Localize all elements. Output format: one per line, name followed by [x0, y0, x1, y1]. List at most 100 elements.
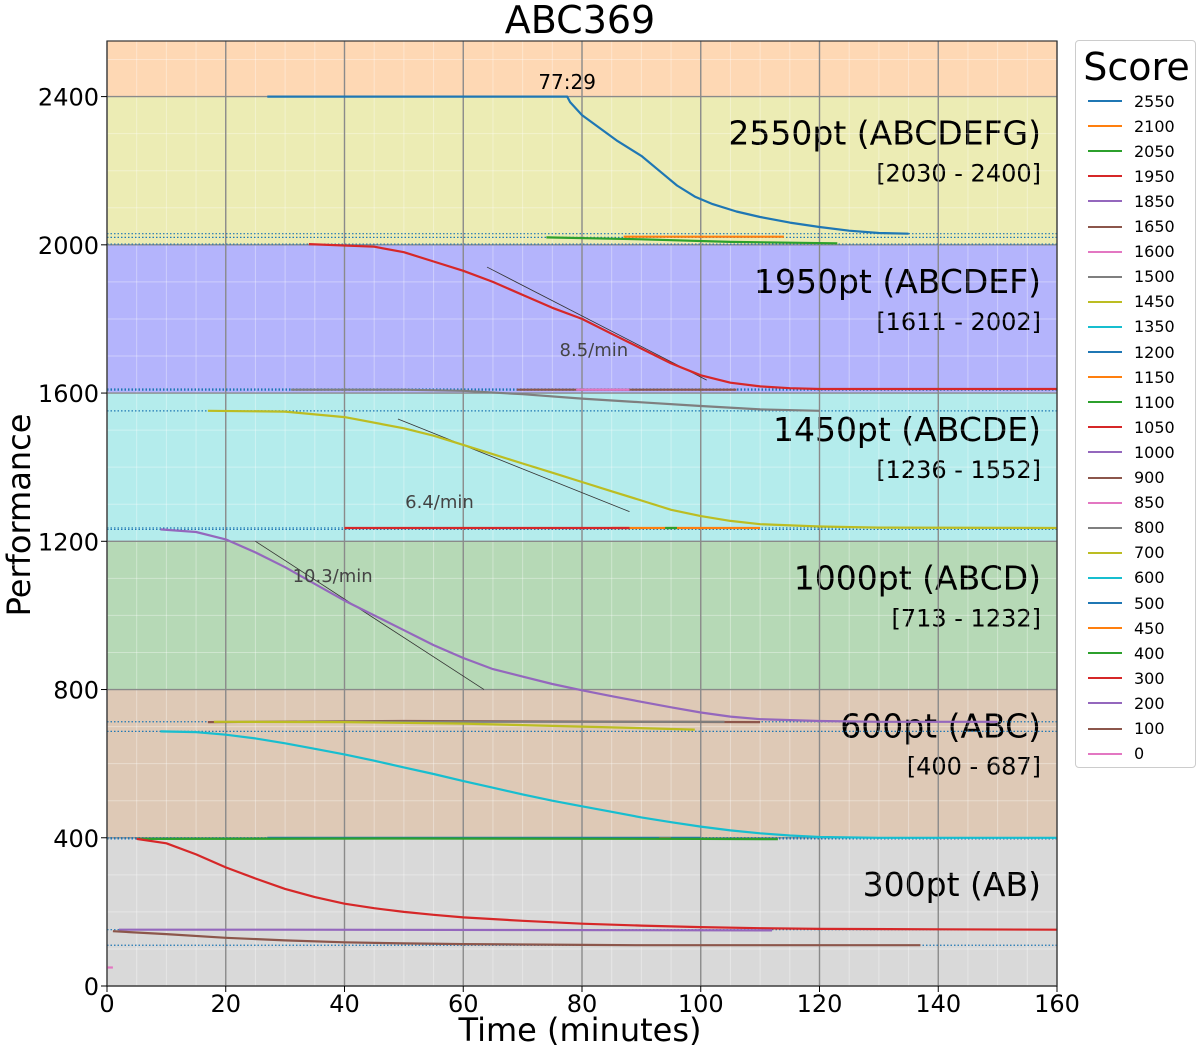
legend-swatch — [1088, 576, 1122, 579]
legend-title: Score — [1083, 45, 1190, 89]
legend-swatch — [1088, 225, 1122, 228]
legend-label: 800 — [1134, 518, 1165, 538]
x-tick-label: 0 — [99, 990, 114, 1018]
x-axis-label: Time (minutes) — [458, 1011, 702, 1049]
legend-entry-1100: 1100 — [1088, 391, 1175, 413]
legend-swatch — [1088, 451, 1122, 454]
series-line-2050 — [546, 236, 838, 245]
legend-label: 2550 — [1134, 91, 1175, 111]
legend-entry-850: 850 — [1088, 492, 1165, 514]
legend-entry-1850: 1850 — [1088, 190, 1175, 212]
legend-label: 700 — [1134, 543, 1165, 563]
legend-swatch — [1088, 526, 1122, 529]
legend-entry-1000: 1000 — [1088, 441, 1175, 463]
first-solve-time: 77:29 — [538, 70, 596, 94]
band-label-1: 600pt (ABC) — [840, 707, 1041, 746]
legend-entry-600: 600 — [1088, 567, 1165, 589]
legend-label: 500 — [1134, 593, 1165, 613]
legend-entry-1650: 1650 — [1088, 216, 1175, 238]
series-line-1950 — [308, 243, 1057, 391]
legend-swatch — [1088, 250, 1122, 253]
series-line-1500 — [291, 388, 820, 412]
legend-entry-400: 400 — [1088, 642, 1165, 664]
legend-label: 1450 — [1134, 292, 1175, 312]
series-line-2550 — [267, 95, 909, 235]
legend-entry-1050: 1050 — [1088, 416, 1175, 438]
legend-swatch — [1088, 300, 1122, 303]
legend-swatch — [1088, 727, 1122, 730]
legend-swatch — [1088, 602, 1122, 604]
band-label-4: 1950pt (ABCDEF) — [754, 262, 1041, 301]
legend-entry-450: 450 — [1088, 617, 1165, 639]
y-tick-label: 2000 — [38, 232, 99, 260]
slope-line — [486, 266, 707, 381]
legend-entry-2050: 2050 — [1088, 140, 1175, 162]
band-range-1: [400 - 687] — [907, 753, 1041, 781]
legend-swatch — [1088, 627, 1122, 630]
legend-entry-2100: 2100 — [1088, 115, 1175, 137]
legend-entry-700: 700 — [1088, 542, 1165, 564]
x-tick-label: 140 — [915, 990, 961, 1018]
legend-label: 1950 — [1134, 166, 1175, 186]
y-tick-label: 800 — [53, 677, 99, 705]
legend-entry-1150: 1150 — [1088, 366, 1175, 388]
legend: Score 2550 2100 2050 1950 1850 1650 1600 1500 14… — [1075, 40, 1196, 768]
x-tick-label: 100 — [678, 990, 724, 1018]
series-line-100 — [112, 930, 921, 947]
series-line-600 — [160, 730, 1057, 839]
legend-swatch — [1088, 200, 1122, 203]
legend-swatch — [1088, 476, 1122, 479]
legend-label: 850 — [1134, 493, 1165, 513]
legend-entry-0: 0 — [1088, 743, 1144, 765]
legend-entry-800: 800 — [1088, 517, 1165, 539]
band-label-2: 1000pt (ABCD) — [794, 558, 1041, 597]
legend-swatch — [1088, 677, 1122, 680]
legend-label: 1100 — [1134, 392, 1175, 412]
y-tick-label: 1200 — [38, 528, 99, 556]
legend-entry-1500: 1500 — [1088, 266, 1175, 288]
legend-swatch — [1088, 551, 1122, 554]
legend-entry-1600: 1600 — [1088, 241, 1175, 263]
band-range-2: [713 - 1232] — [891, 604, 1041, 632]
slope-label: 6.4/min — [405, 492, 474, 513]
legend-label: 300 — [1134, 668, 1165, 688]
legend-swatch — [1088, 125, 1122, 128]
band-range-5: [2030 - 2400] — [876, 160, 1041, 188]
legend-label: 2100 — [1134, 116, 1175, 136]
legend-label: 1200 — [1134, 342, 1175, 362]
slope-label: 8.5/min — [560, 340, 629, 361]
series-line-400 — [136, 837, 778, 841]
legend-swatch — [1088, 401, 1122, 404]
legend-label: 200 — [1134, 693, 1165, 713]
legend-label: 1600 — [1134, 242, 1175, 262]
y-tick-label: 2400 — [38, 84, 99, 112]
legend-swatch — [1088, 652, 1122, 655]
legend-label: 1350 — [1134, 317, 1175, 337]
legend-entry-100: 100 — [1088, 718, 1165, 740]
band-label-0: 300pt (AB) — [863, 865, 1041, 904]
series-line-1000 — [160, 528, 998, 723]
legend-entry-1450: 1450 — [1088, 291, 1175, 313]
legend-swatch — [1088, 275, 1122, 278]
legend-swatch — [1088, 175, 1122, 178]
slope-line — [255, 540, 485, 690]
legend-entry-1950: 1950 — [1088, 165, 1175, 187]
legend-swatch — [1088, 150, 1122, 153]
legend-label: 1050 — [1134, 417, 1175, 437]
legend-label: 1500 — [1134, 267, 1175, 287]
series-line-200 — [118, 928, 773, 932]
legend-entry-1200: 1200 — [1088, 341, 1175, 363]
legend-entry-2550: 2550 — [1088, 90, 1175, 112]
series-line-700 — [213, 720, 695, 731]
legend-label: 2050 — [1134, 141, 1175, 161]
y-tick-label: 400 — [53, 825, 99, 853]
x-tick-label: 160 — [1034, 990, 1080, 1018]
x-tick-label: 20 — [210, 990, 241, 1018]
x-tick-label: 40 — [329, 990, 360, 1018]
band-range-3: [1236 - 1552] — [876, 456, 1041, 484]
y-tick-label: 0 — [84, 973, 99, 1001]
legend-label: 100 — [1134, 719, 1165, 738]
series-line-1450 — [207, 409, 1058, 530]
legend-swatch — [1088, 351, 1122, 353]
